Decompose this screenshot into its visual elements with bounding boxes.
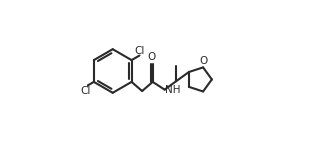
Text: O: O [148, 53, 156, 62]
Text: Cl: Cl [81, 86, 91, 96]
Text: Cl: Cl [134, 46, 145, 56]
Text: NH: NH [165, 85, 181, 95]
Text: O: O [200, 56, 208, 66]
